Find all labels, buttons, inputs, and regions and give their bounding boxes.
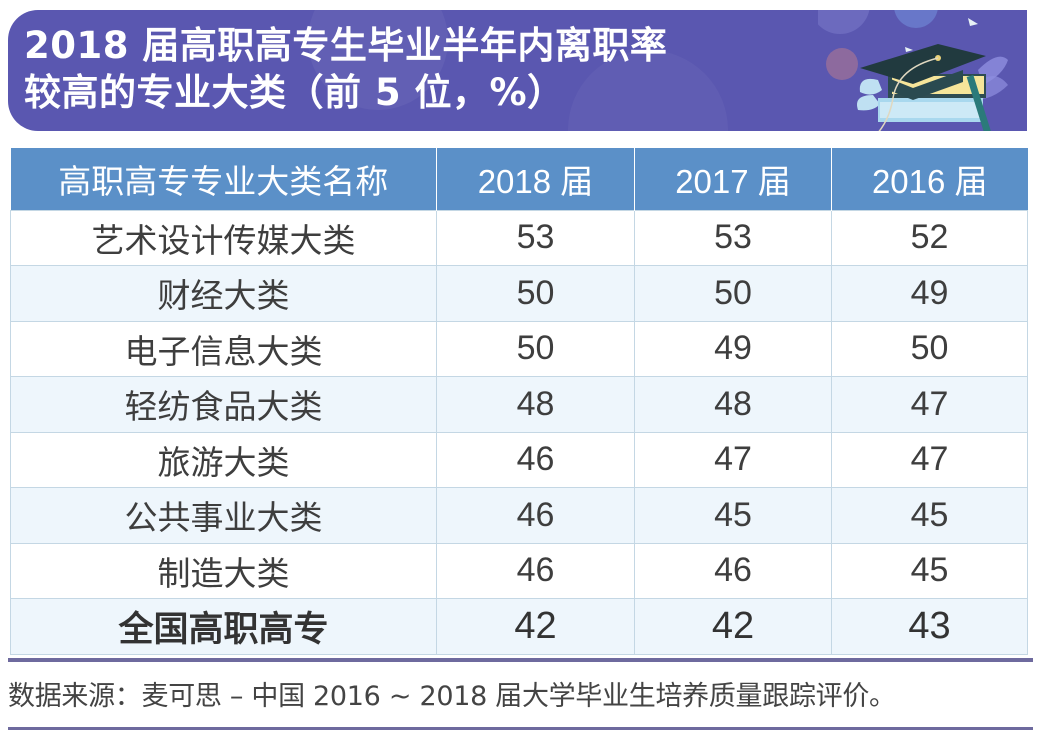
value-2017: 49	[634, 320, 832, 377]
column-header-2017: 2017 届	[634, 148, 832, 210]
title-line-2: 较高的专业大类（前 5 位，%）	[24, 71, 565, 114]
title-line-1: 2018 届高职高专生毕业半年内离职率	[24, 24, 668, 67]
major-name: 制造大类	[10, 542, 437, 599]
value-2018: 48	[436, 376, 635, 433]
value-2016: 50	[831, 320, 1028, 377]
table-row-total: 全国高职高专 42 42 43	[10, 598, 1028, 655]
attrition-table: 高职高专专业大类名称 2018 届 2017 届 2016 届 艺术设计传媒大类…	[10, 148, 1028, 655]
major-name: 电子信息大类	[10, 320, 437, 377]
value-2016: 52	[831, 209, 1028, 266]
major-name: 公共事业大类	[10, 487, 437, 544]
value-2018: 46	[436, 487, 635, 544]
divider-top	[8, 658, 1033, 662]
total-2016: 43	[831, 598, 1028, 655]
total-2017: 42	[634, 598, 832, 655]
value-2017: 53	[634, 209, 832, 266]
page-title: 2018 届高职高专生毕业半年内离职率 较高的专业大类（前 5 位，%）	[24, 22, 667, 116]
data-source-note: 数据来源：麦可思 – 中国 2016 ~ 2018 届大学毕业生培养质量跟踪评价…	[8, 681, 896, 712]
value-2017: 45	[634, 487, 832, 544]
value-2016: 45	[831, 487, 1028, 544]
value-2018: 46	[436, 542, 635, 599]
table-header-row: 高职高专专业大类名称 2018 届 2017 届 2016 届	[10, 148, 1028, 210]
graduation-cap-icon	[818, 10, 1008, 131]
value-2018: 53	[436, 209, 635, 266]
value-2018: 46	[436, 431, 635, 488]
value-2018: 50	[436, 320, 635, 377]
value-2016: 47	[831, 431, 1028, 488]
table-row: 公共事业大类 46 45 45	[10, 487, 1028, 544]
value-2017: 50	[634, 265, 832, 322]
table-row: 旅游大类 46 47 47	[10, 431, 1028, 488]
table-row: 电子信息大类 50 49 50	[10, 320, 1028, 377]
table-row: 轻纺食品大类 48 48 47	[10, 376, 1028, 433]
column-header-major: 高职高专专业大类名称	[10, 148, 437, 210]
divider-bottom	[8, 727, 1033, 730]
major-name: 旅游大类	[10, 431, 437, 488]
column-header-2016: 2016 届	[831, 148, 1028, 210]
value-2017: 46	[634, 542, 832, 599]
value-2016: 45	[831, 542, 1028, 599]
column-header-2018: 2018 届	[436, 148, 635, 210]
table-row: 财经大类 50 50 49	[10, 265, 1028, 322]
total-name: 全国高职高专	[10, 598, 437, 655]
value-2017: 47	[634, 431, 832, 488]
major-name: 财经大类	[10, 265, 437, 322]
value-2018: 50	[436, 265, 635, 322]
value-2017: 48	[634, 376, 832, 433]
major-name: 轻纺食品大类	[10, 376, 437, 433]
value-2016: 49	[831, 265, 1028, 322]
total-2018: 42	[436, 598, 635, 655]
table-row: 制造大类 46 46 45	[10, 542, 1028, 599]
title-banner: 2018 届高职高专生毕业半年内离职率 较高的专业大类（前 5 位，%）	[8, 10, 1027, 131]
table-row: 艺术设计传媒大类 53 53 52	[10, 209, 1028, 266]
major-name: 艺术设计传媒大类	[10, 209, 437, 266]
value-2016: 47	[831, 376, 1028, 433]
